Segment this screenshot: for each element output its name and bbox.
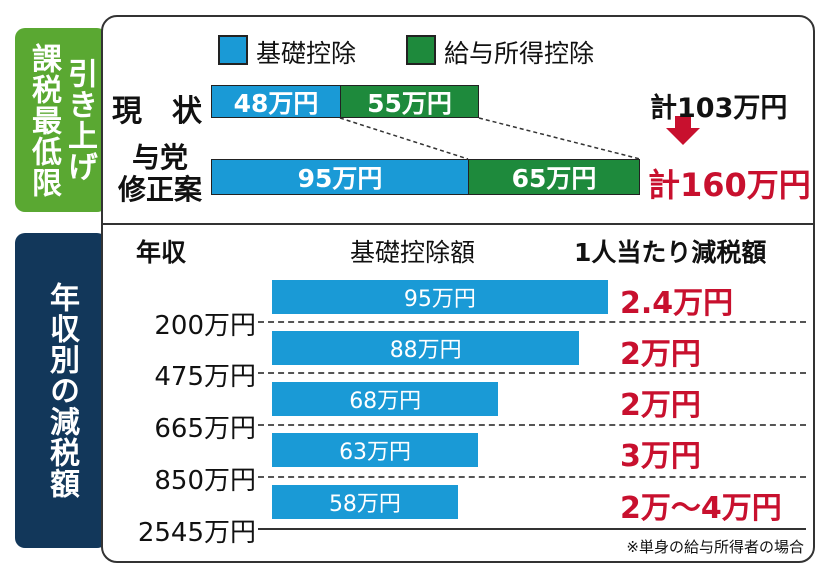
header-deduction: 基礎控除額 bbox=[350, 238, 476, 267]
footnote: ※単身の給与所得者の場合 bbox=[626, 538, 804, 556]
tab-tax-cut-by-income: 年収別の減税額 bbox=[15, 233, 107, 548]
income-label: 200万円 bbox=[154, 311, 256, 341]
header-income: 年収 bbox=[136, 238, 187, 267]
deduction-bar: 95万円 bbox=[272, 280, 608, 314]
baseline bbox=[258, 528, 806, 530]
bar-current-salary: 55万円 bbox=[340, 85, 479, 118]
tax-cut-label: 2万円 bbox=[620, 337, 701, 372]
tab-title-line2: 引き上げ bbox=[62, 58, 97, 182]
tab-title: 年収別の減税額 bbox=[44, 282, 79, 499]
boundary-line bbox=[258, 321, 806, 323]
tab-title-line1: 課税最低限 bbox=[26, 42, 61, 198]
legend-basic-swatch bbox=[218, 35, 248, 65]
legend-basic-label: 基礎控除 bbox=[256, 39, 357, 68]
deduction-bar: 58万円 bbox=[272, 485, 458, 519]
tax-cut-label: 2万～4万円 bbox=[620, 491, 782, 526]
legend-salary-label: 給与所得控除 bbox=[444, 39, 595, 68]
deduction-bar: 68万円 bbox=[272, 382, 499, 416]
deduction-bar: 63万円 bbox=[272, 433, 479, 467]
total-current: 計103万円 bbox=[650, 93, 788, 124]
tax-cut-label: 2万円 bbox=[620, 388, 701, 423]
income-label: 2545万円 bbox=[137, 518, 256, 548]
boundary-line bbox=[258, 476, 806, 478]
total-proposal: 計160万円 bbox=[648, 166, 811, 204]
legend-salary-swatch bbox=[406, 35, 436, 65]
income-label: 665万円 bbox=[154, 414, 256, 444]
row-label-current: 現 状 bbox=[112, 94, 202, 129]
boundary-line bbox=[258, 424, 806, 426]
tax-cut-label: 3万円 bbox=[620, 439, 701, 474]
bar-proposal-salary: 65万円 bbox=[468, 159, 640, 195]
income-label: 475万円 bbox=[154, 362, 256, 392]
header-tax-cut: 1人当たり減税額 bbox=[574, 238, 767, 267]
tab-tax-threshold: 課税最低限 引き上げ bbox=[15, 28, 107, 212]
deduction-bar: 88万円 bbox=[272, 331, 580, 365]
boundary-line bbox=[258, 372, 806, 374]
divider bbox=[101, 223, 815, 225]
row-label-proposal: 与党 修正案 bbox=[118, 141, 203, 206]
income-label: 850万円 bbox=[154, 466, 256, 496]
bar-proposal-basic: 95万円 bbox=[211, 159, 469, 195]
arrow-down-icon bbox=[666, 116, 700, 145]
tax-cut-label: 2.4万円 bbox=[620, 286, 734, 321]
connector-lines bbox=[339, 116, 700, 160]
